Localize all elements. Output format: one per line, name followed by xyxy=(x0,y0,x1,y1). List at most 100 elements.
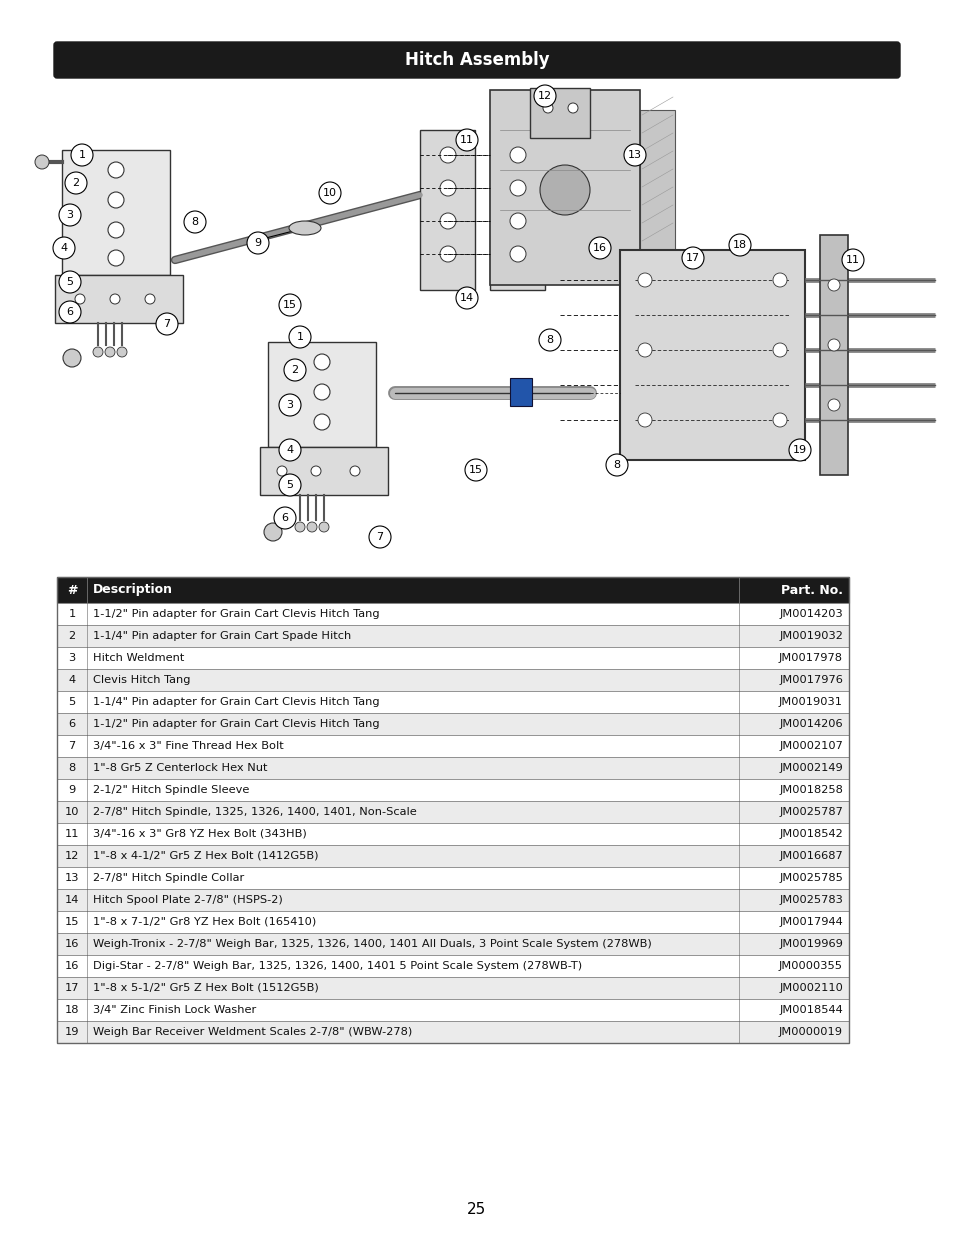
Text: JM0016687: JM0016687 xyxy=(779,851,842,861)
Bar xyxy=(57,823,848,845)
Bar xyxy=(57,669,848,692)
Text: 11: 11 xyxy=(65,829,79,839)
Text: 1-1/2" Pin adapter for Grain Cart Clevis Hitch Tang: 1-1/2" Pin adapter for Grain Cart Clevis… xyxy=(92,609,379,619)
Bar xyxy=(57,692,848,713)
Circle shape xyxy=(108,162,124,178)
Text: 2: 2 xyxy=(72,178,79,188)
Text: 6: 6 xyxy=(67,308,73,317)
Bar xyxy=(57,802,848,823)
Text: Hitch Spool Plate 2-7/8" (HSPS-2): Hitch Spool Plate 2-7/8" (HSPS-2) xyxy=(92,895,282,905)
Circle shape xyxy=(772,412,786,427)
Circle shape xyxy=(605,454,627,475)
Circle shape xyxy=(184,211,206,233)
Text: JM0014206: JM0014206 xyxy=(779,719,842,729)
Circle shape xyxy=(439,147,456,163)
Bar xyxy=(57,735,848,757)
Circle shape xyxy=(638,273,651,287)
Bar xyxy=(57,577,848,603)
Circle shape xyxy=(510,147,525,163)
Text: JM0018258: JM0018258 xyxy=(779,785,842,795)
Circle shape xyxy=(53,237,75,259)
Circle shape xyxy=(145,294,154,304)
Bar xyxy=(62,149,170,275)
Ellipse shape xyxy=(289,221,320,235)
Bar xyxy=(57,625,848,647)
Circle shape xyxy=(59,301,81,324)
Circle shape xyxy=(247,232,269,254)
Text: 1"-8 Gr5 Z Centerlock Hex Nut: 1"-8 Gr5 Z Centerlock Hex Nut xyxy=(92,763,267,773)
Circle shape xyxy=(274,508,295,529)
Text: 8: 8 xyxy=(69,763,75,773)
Circle shape xyxy=(772,273,786,287)
Bar xyxy=(510,378,532,406)
Text: JM0019032: JM0019032 xyxy=(779,631,842,641)
Circle shape xyxy=(105,347,115,357)
Text: 3/4"-16 x 3" Fine Thread Hex Bolt: 3/4"-16 x 3" Fine Thread Hex Bolt xyxy=(92,741,283,751)
Circle shape xyxy=(318,522,329,532)
Circle shape xyxy=(369,526,391,548)
Circle shape xyxy=(264,522,282,541)
Circle shape xyxy=(63,350,81,367)
Bar xyxy=(260,447,388,495)
Text: 4: 4 xyxy=(286,445,294,454)
Text: JM0000019: JM0000019 xyxy=(779,1028,842,1037)
Circle shape xyxy=(284,359,306,382)
Text: 9: 9 xyxy=(69,785,75,795)
Circle shape xyxy=(278,394,301,416)
Bar xyxy=(55,275,183,324)
Text: 19: 19 xyxy=(792,445,806,454)
Circle shape xyxy=(827,279,840,291)
Circle shape xyxy=(439,180,456,196)
Bar xyxy=(57,577,848,1044)
Text: 16: 16 xyxy=(65,961,79,971)
Bar xyxy=(57,779,848,802)
Circle shape xyxy=(456,128,477,151)
Text: 7: 7 xyxy=(69,741,75,751)
Text: JM0002110: JM0002110 xyxy=(779,983,842,993)
Text: 15: 15 xyxy=(283,300,296,310)
Circle shape xyxy=(59,204,81,226)
Text: 14: 14 xyxy=(65,895,79,905)
Bar xyxy=(57,757,848,779)
Text: 3: 3 xyxy=(286,400,294,410)
Circle shape xyxy=(289,326,311,348)
Text: 3/4"-16 x 3" Gr8 YZ Hex Bolt (343HB): 3/4"-16 x 3" Gr8 YZ Hex Bolt (343HB) xyxy=(92,829,307,839)
Text: 1-1/4" Pin adapter for Grain Cart Spade Hitch: 1-1/4" Pin adapter for Grain Cart Spade … xyxy=(92,631,351,641)
Text: Weigh Bar Receiver Weldment Scales 2-7/8" (WBW-278): Weigh Bar Receiver Weldment Scales 2-7/8… xyxy=(92,1028,412,1037)
Bar xyxy=(57,1021,848,1044)
Circle shape xyxy=(108,222,124,238)
Circle shape xyxy=(307,522,316,532)
Text: 2: 2 xyxy=(69,631,75,641)
Text: JM0018542: JM0018542 xyxy=(779,829,842,839)
Circle shape xyxy=(278,474,301,496)
Circle shape xyxy=(117,347,127,357)
Text: #: # xyxy=(67,583,77,597)
Circle shape xyxy=(538,329,560,351)
Text: 4: 4 xyxy=(69,676,75,685)
Circle shape xyxy=(728,233,750,256)
Circle shape xyxy=(318,182,340,204)
Text: 7: 7 xyxy=(163,319,171,329)
Text: Weigh-Tronix - 2-7/8" Weigh Bar, 1325, 1326, 1400, 1401 All Duals, 3 Point Scale: Weigh-Tronix - 2-7/8" Weigh Bar, 1325, 1… xyxy=(92,939,651,948)
Text: 2-7/8" Hitch Spindle Collar: 2-7/8" Hitch Spindle Collar xyxy=(92,873,244,883)
Bar xyxy=(619,249,804,459)
Text: JM0017978: JM0017978 xyxy=(779,653,842,663)
Circle shape xyxy=(108,249,124,266)
Circle shape xyxy=(278,294,301,316)
Circle shape xyxy=(71,144,92,165)
Text: 16: 16 xyxy=(593,243,606,253)
Text: 8: 8 xyxy=(613,459,619,471)
Text: 2-7/8" Hitch Spindle, 1325, 1326, 1400, 1401, Non-Scale: 2-7/8" Hitch Spindle, 1325, 1326, 1400, … xyxy=(92,806,416,818)
Text: JM0017944: JM0017944 xyxy=(779,918,842,927)
Text: 1"-8 x 4-1/2" Gr5 Z Hex Bolt (1412G5B): 1"-8 x 4-1/2" Gr5 Z Hex Bolt (1412G5B) xyxy=(92,851,318,861)
Text: 1: 1 xyxy=(69,609,75,619)
Text: 17: 17 xyxy=(685,253,700,263)
Circle shape xyxy=(534,85,556,107)
Text: 12: 12 xyxy=(65,851,79,861)
Circle shape xyxy=(588,237,610,259)
Circle shape xyxy=(510,180,525,196)
Text: 19: 19 xyxy=(65,1028,79,1037)
Circle shape xyxy=(350,466,359,475)
Circle shape xyxy=(278,438,301,461)
Circle shape xyxy=(456,287,477,309)
